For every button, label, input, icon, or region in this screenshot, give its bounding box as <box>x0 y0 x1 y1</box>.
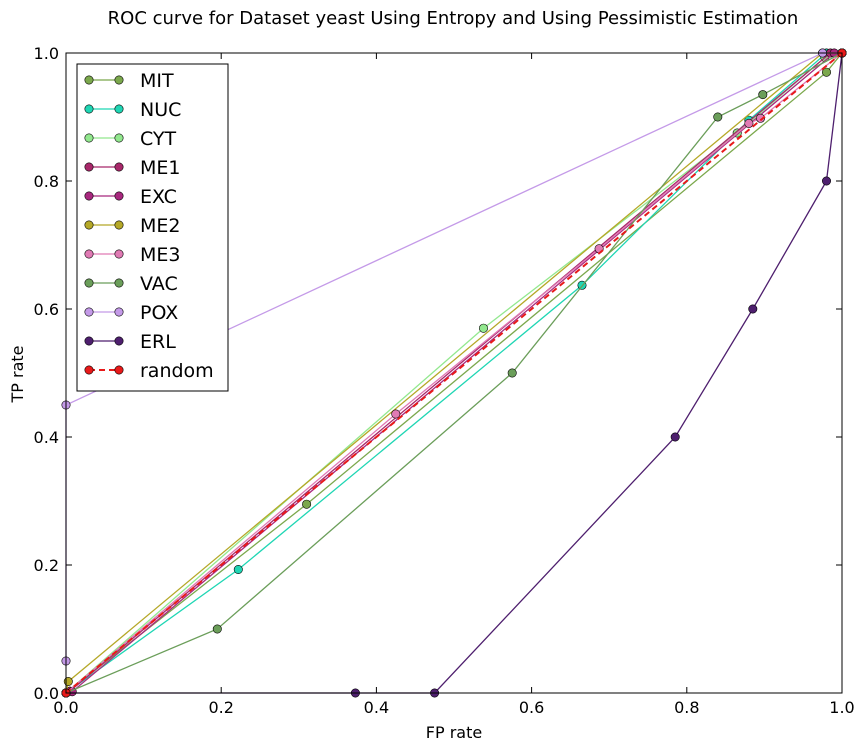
y-tick-label: 0.2 <box>34 556 59 575</box>
legend-item-pox: POX <box>84 302 178 324</box>
legend-item-mit: MIT <box>84 70 174 92</box>
series-line-vac <box>65 52 843 694</box>
legend: MIT NUC CYT ME1 EXC ME2 ME3 VAC POX ERL random <box>76 63 229 392</box>
legend-item-nuc: NUC <box>84 99 181 121</box>
legend-label: EXC <box>140 186 177 208</box>
y-tick-label: 0.8 <box>34 172 59 191</box>
x-axis-label: FP rate <box>426 723 482 742</box>
legend-item-cyt: CYT <box>84 128 177 150</box>
legend-marker <box>114 220 124 230</box>
legend-marker <box>84 104 94 114</box>
series-line-me3 <box>65 52 843 694</box>
legend-label: ME3 <box>140 244 181 266</box>
legend-marker <box>114 162 124 172</box>
y-tick-label: 0.0 <box>34 684 59 703</box>
y-tick-label: 0.6 <box>34 300 59 319</box>
data-point-mit <box>821 67 831 77</box>
x-tick-label: 0.4 <box>364 698 389 717</box>
legend-marker <box>114 307 124 317</box>
data-point-mit <box>302 499 312 509</box>
legend-marker <box>114 104 124 114</box>
data-point-me3 <box>391 409 401 419</box>
legend-marker <box>84 249 94 259</box>
data-point-me3 <box>744 118 754 128</box>
legend-item-me3: ME3 <box>84 244 181 266</box>
data-point-cyt <box>478 323 488 333</box>
legend-marker <box>114 133 124 143</box>
data-point-vac <box>212 624 222 634</box>
legend-marker <box>114 336 124 346</box>
legend-marker <box>84 220 94 230</box>
legend-marker <box>84 191 94 201</box>
data-point-me2 <box>63 676 73 686</box>
data-point-erl <box>821 176 831 186</box>
data-point-erl <box>748 304 758 314</box>
legend-label: POX <box>140 302 178 324</box>
legend-item-vac: VAC <box>84 273 178 295</box>
x-tick-label: 0.6 <box>519 698 544 717</box>
legend-box <box>76 63 229 392</box>
legend-marker <box>84 133 94 143</box>
legend-marker <box>84 75 94 85</box>
legend-item-me1: ME1 <box>84 157 181 179</box>
y-axis-label: TP rate <box>8 345 27 403</box>
legend-item-exc: EXC <box>84 186 177 208</box>
x-tick-label: 1.0 <box>829 698 854 717</box>
legend-marker <box>114 249 124 259</box>
x-tick-label: 0.0 <box>53 698 78 717</box>
data-point-erl <box>670 432 680 442</box>
legend-label: random <box>140 360 214 382</box>
legend-item-erl: ERL <box>84 331 176 353</box>
plot-area: 0.0 0.2 0.4 0.6 0.8 1.0 0.0 0.2 0.4 0.6 0.8 1.0 <box>34 44 855 717</box>
x-tick-label: 0.8 <box>674 698 699 717</box>
data-point-vac <box>507 368 517 378</box>
legend-label: ME2 <box>140 215 181 237</box>
legend-label: NUC <box>140 99 181 121</box>
data-point-nuc <box>233 564 243 574</box>
legend-marker <box>84 278 94 288</box>
data-point-vac <box>758 90 768 100</box>
series-line-random <box>65 52 843 694</box>
legend-marker <box>114 278 124 288</box>
y-tick-label: 0.4 <box>34 428 59 447</box>
legend-label: ME1 <box>140 157 181 179</box>
chart-title: ROC curve for Dataset yeast Using Entrop… <box>108 8 799 29</box>
data-point-me3 <box>755 113 765 123</box>
legend-item-me2: ME2 <box>84 215 181 237</box>
legend-marker <box>114 365 124 375</box>
y-tick-label: 1.0 <box>34 44 59 63</box>
legend-label: CYT <box>140 128 177 150</box>
legend-item-random: random <box>84 360 214 382</box>
legend-marker <box>84 307 94 317</box>
legend-marker <box>114 191 124 201</box>
legend-label: VAC <box>140 273 178 295</box>
legend-label: ERL <box>140 331 176 353</box>
legend-marker <box>114 75 124 85</box>
series-line-mit <box>65 52 843 694</box>
data-point-vac <box>713 112 723 122</box>
plot-frame <box>65 52 843 694</box>
legend-marker <box>84 336 94 346</box>
legend-label: MIT <box>140 70 174 92</box>
legend-marker <box>84 162 94 172</box>
x-tick-label: 0.2 <box>208 698 233 717</box>
legend-marker <box>84 365 94 375</box>
